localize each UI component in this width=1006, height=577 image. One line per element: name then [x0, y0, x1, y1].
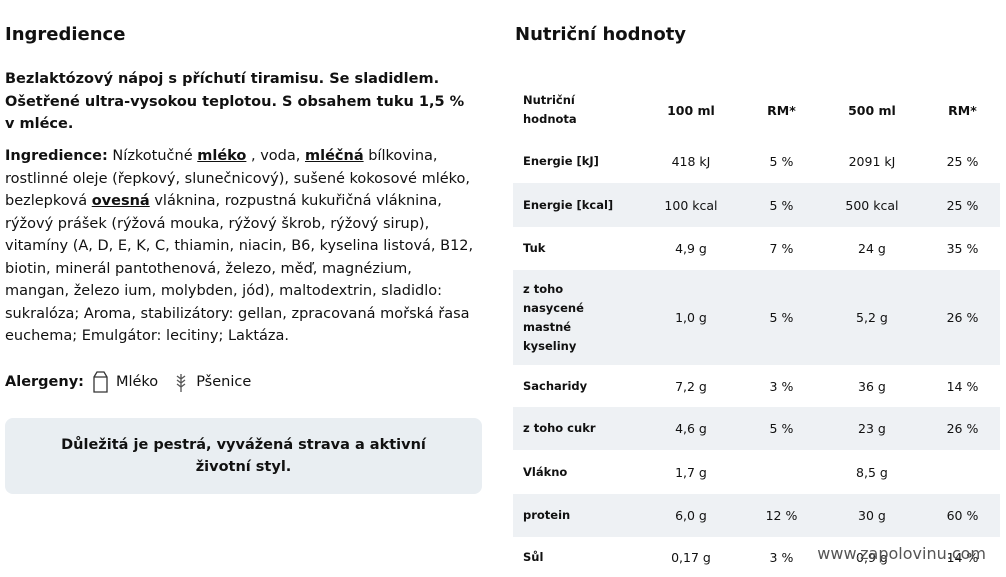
header-cell: RM* — [948, 102, 977, 118]
wheat-icon — [176, 374, 186, 392]
cell: 23 g — [858, 421, 886, 436]
cell: Sacharidy — [523, 378, 588, 393]
cell: 5 % — [769, 197, 794, 213]
cell: Vlákno — [523, 464, 568, 479]
cell: 25 % — [946, 197, 979, 213]
header-cell: 500 ml — [848, 102, 896, 118]
text: Nízkotučné — [107, 148, 198, 164]
cell: z toho cukr — [523, 421, 596, 435]
cell: 0,17 g — [671, 549, 711, 565]
cell: 418 kJ — [671, 154, 711, 169]
emph: ovesná — [91, 193, 150, 209]
text: vláknina, rozpustná kukuřičná vláknina, … — [5, 193, 474, 344]
cell: 8,5 g — [856, 464, 888, 480]
cell: 24 g — [858, 241, 886, 256]
cell: 60 % — [946, 508, 979, 523]
row: Tuk 4,9 g 7 % 24 g 35 % — [513, 227, 1000, 270]
nutrition-table: Nutriční hodnota 100 ml RM* 500 ml RM* Energi… — [513, 80, 1000, 577]
cell: 5,2 g — [856, 310, 888, 325]
text: bílkovina, rostlinné oleje (řepkový, slu… — [5, 148, 471, 209]
cell — [925, 450, 1000, 494]
allergens-label: Alergeny: — [5, 374, 84, 390]
header-cell: RM* — [767, 102, 796, 118]
cell: 5 % — [769, 154, 794, 169]
ingredients: Ingredience: Nízkotučné mléko , voda, ml… — [5, 145, 480, 348]
allergen: Mléko — [115, 374, 159, 390]
cell: 4,6 g — [675, 421, 707, 436]
ingredients-title: Ingredience — [5, 24, 126, 45]
note: Důležitá je pestrá, vyvážená strava a ak… — [61, 437, 426, 475]
header-cell: Nutriční hodnota — [523, 93, 577, 126]
header-row: Nutriční hodnota 100 ml RM* 500 ml RM* — [513, 80, 1000, 140]
ingredients-label: Ingredience: — [5, 148, 108, 164]
row: Vlákno 1,7 g 8,5 g — [513, 450, 1000, 494]
cell: 1,7 g — [675, 464, 707, 480]
cell: 14 % — [946, 378, 979, 394]
row: Energie [kcal] 100 kcal 5 % 500 kcal 25 % — [513, 183, 1000, 227]
emph: mléko — [197, 148, 247, 164]
cell: 3 % — [769, 378, 794, 394]
row: Sůl 0,17 g 3 % 0,9 g 14 % — [513, 537, 1000, 577]
cell: 12 % — [765, 508, 798, 523]
description: Bezlaktózový nápoj s příchutí tiramisu. … — [5, 71, 465, 132]
emph: mléčná — [304, 148, 364, 164]
cell: 35 % — [946, 241, 979, 256]
cell: Sůl — [523, 549, 544, 564]
row: Sacharidy 7,2 g 3 % 36 g 14 % — [513, 365, 1000, 407]
cell: 7 % — [769, 241, 794, 256]
header-cell: 100 ml — [667, 102, 715, 118]
cell — [744, 450, 819, 494]
cell: 500 kcal — [845, 197, 899, 213]
cell: 36 g — [858, 378, 886, 394]
text: , voda, — [246, 148, 305, 164]
nutrition-title: Nutriční hodnoty — [515, 24, 687, 45]
cell: 5 % — [769, 421, 794, 436]
cell: Energie [kcal] — [523, 197, 614, 212]
note-box: Důležitá je pestrá, vyvážená strava a ak… — [5, 418, 482, 494]
cell: 25 % — [946, 154, 979, 169]
cell: 4,9 g — [675, 241, 707, 256]
cell: 26 % — [946, 310, 979, 325]
cell: 100 kcal — [664, 197, 718, 213]
cell: 7,2 g — [675, 378, 707, 394]
allergens: Alergeny: Mléko Pšenice — [5, 371, 251, 393]
row: protein 6,0 g 12 % 30 g 60 % — [513, 494, 1000, 537]
cell: 6,0 g — [675, 508, 707, 523]
cell: 2091 kJ — [848, 154, 896, 169]
cell: 26 % — [946, 421, 979, 436]
cell: protein — [523, 508, 571, 522]
cell: 30 g — [858, 508, 886, 523]
milk-icon — [93, 371, 108, 393]
cell: Tuk — [523, 241, 546, 255]
cell: z toho nasycené mastné kyseliny — [523, 281, 584, 353]
cell: 5 % — [769, 310, 794, 325]
cell: 3 % — [769, 549, 794, 565]
watermark: www.zapolovinu.com — [817, 544, 986, 563]
cell: Energie [kJ] — [523, 154, 599, 168]
allergen: Pšenice — [196, 374, 252, 390]
row: Energie [kJ] 418 kJ 5 % 2091 kJ 25 % — [513, 140, 1000, 183]
cell: 0,9 g — [856, 549, 888, 565]
cell: 1,0 g — [675, 310, 707, 325]
row: z toho cukr 4,6 g 5 % 23 g 26 % — [513, 407, 1000, 450]
cell: 14 % — [946, 549, 979, 565]
row: z toho nasycené mastné kyseliny 1,0 g 5 % 5… — [513, 270, 1000, 365]
